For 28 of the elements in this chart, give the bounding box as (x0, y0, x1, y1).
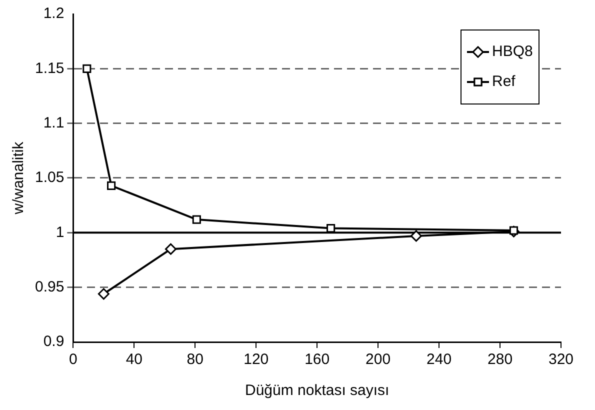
point (165, 243, 177, 255)
x-tick-label: 40 (126, 351, 143, 368)
y-tick-label: 1.2 (43, 5, 64, 22)
x-tick-label: 240 (426, 351, 452, 368)
y-tick-label: 1.1 (43, 114, 64, 132)
y-tick-label: 1.15 (34, 60, 64, 77)
point (107, 181, 116, 190)
y-tick-label: 1.05 (34, 169, 64, 186)
point (192, 215, 201, 224)
x-tick-label: 120 (244, 351, 269, 368)
y-tick-label: 0.95 (34, 278, 64, 296)
x-tick-label: 280 (488, 351, 513, 368)
legend-label: HBQ8 (492, 43, 533, 60)
x-tick-label: 320 (548, 351, 574, 368)
x-tick-label: 80 (186, 351, 204, 368)
point (82, 64, 92, 73)
y-tick-label: 0.9 (43, 333, 64, 350)
x-axis-title: Düğüm noktası sayısı (244, 382, 390, 400)
y-tick-label: 1 (56, 224, 64, 241)
point (509, 226, 518, 235)
legend-label: Ref (492, 73, 516, 90)
point (98, 288, 110, 300)
point (410, 230, 422, 242)
x-tick-label: 200 (366, 351, 391, 368)
x-tick-label: 0 (69, 351, 78, 368)
y-axis-title: w/wanalitik (10, 141, 28, 216)
point (326, 224, 336, 233)
x-tick-label: 160 (304, 351, 330, 368)
